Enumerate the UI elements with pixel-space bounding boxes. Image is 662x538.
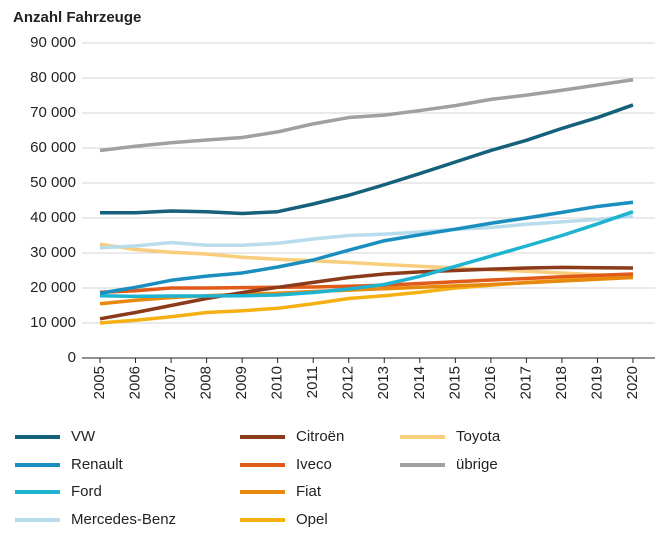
line <box>99 214 634 250</box>
y-tick-label: 50 000 <box>30 174 76 191</box>
x-tick-label: 2013 <box>375 366 392 399</box>
x-tick-label: 2020 <box>624 366 641 399</box>
legend-label: Citroën <box>296 428 344 445</box>
x-tick-label: 2019 <box>588 366 605 399</box>
x-tick-label: 2005 <box>91 366 108 399</box>
y-tick-label: 70 000 <box>30 104 76 121</box>
legend-label: Renault <box>71 456 124 473</box>
x-tick-label: 2011 <box>304 366 321 398</box>
y-tick-label: 30 000 <box>30 244 76 261</box>
legend-label: Ford <box>71 483 102 500</box>
legend-label: Toyota <box>456 428 501 445</box>
line <box>99 200 634 295</box>
x-tick-label: 2008 <box>198 366 215 399</box>
legend-label: übrige <box>456 456 498 473</box>
y-tick-label: 80 000 <box>30 69 76 86</box>
y-tick-label: 20 000 <box>30 279 76 296</box>
y-tick-label: 40 000 <box>30 209 76 226</box>
y-tick-label: 60 000 <box>30 139 76 156</box>
x-tick-label: 2007 <box>162 366 179 399</box>
line <box>99 265 634 321</box>
y-tick-label: 0 <box>68 349 76 366</box>
legend-label: Fiat <box>296 483 322 500</box>
x-tick-label: 2012 <box>340 366 357 399</box>
legend-label: Mercedes-Benz <box>71 511 176 528</box>
line <box>99 275 634 306</box>
x-tick-label: 2015 <box>446 366 463 399</box>
y-axis-title: Anzahl Fahrzeuge <box>13 9 141 26</box>
legend-label: Iveco <box>296 456 332 473</box>
x-tick-label: 2010 <box>269 366 286 399</box>
y-tick-label: 90 000 <box>30 34 76 51</box>
line <box>99 242 634 278</box>
x-tick-label: 2016 <box>482 366 499 399</box>
x-tick-label: 2014 <box>411 366 428 399</box>
legend-label: Opel <box>296 511 328 528</box>
legend-label: VW <box>71 428 96 445</box>
x-tick-label: 2006 <box>127 366 144 399</box>
line <box>100 103 634 216</box>
line <box>99 78 634 153</box>
line <box>99 210 634 299</box>
x-tick-label: 2009 <box>233 366 250 399</box>
x-tick-label: 2018 <box>553 366 570 399</box>
x-tick-label: 2017 <box>517 366 534 399</box>
y-tick-label: 10 000 <box>30 314 76 331</box>
